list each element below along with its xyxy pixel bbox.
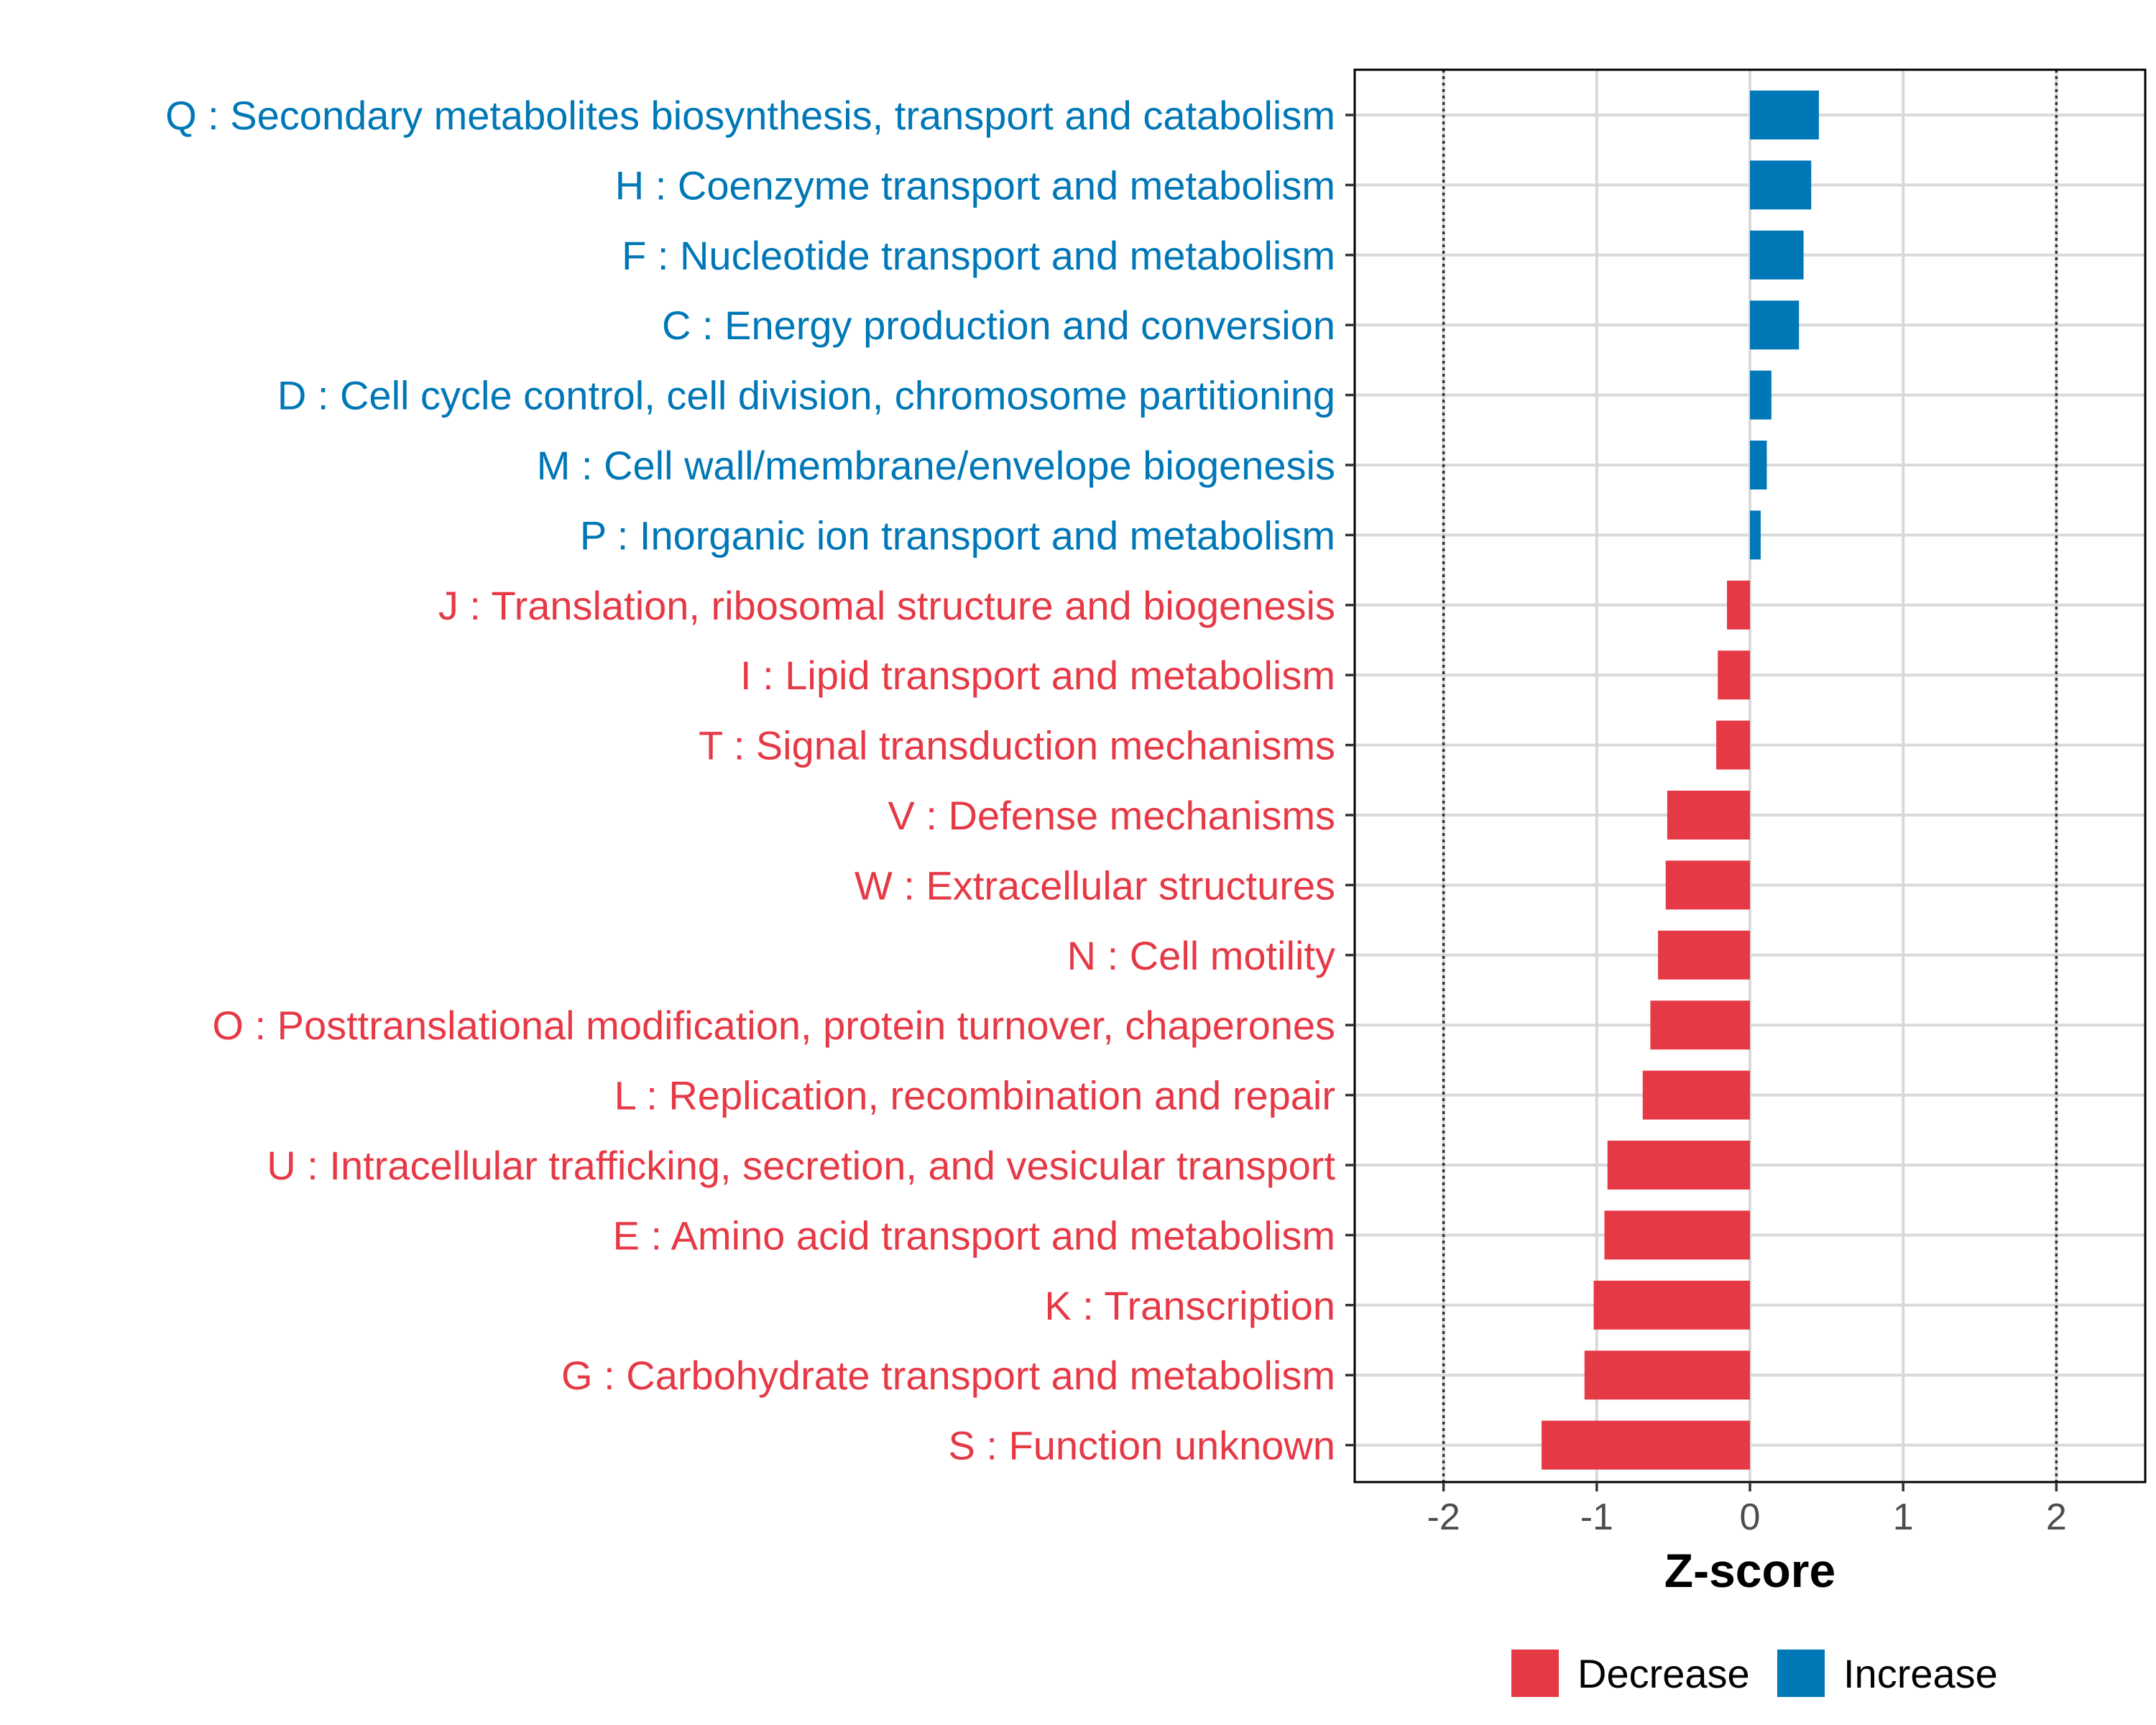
bar [1604, 1210, 1750, 1260]
x-axis: -2 -1 0 1 2 [1427, 1482, 2067, 1538]
bar [1750, 510, 1761, 560]
bar [1727, 580, 1750, 630]
category-label: I : Lipid transport and metabolism [740, 653, 1335, 698]
category-label: W : Extracellular structures [854, 862, 1335, 908]
category-label: L : Replication, recombination and repai… [614, 1073, 1335, 1118]
category-label: H : Coenzyme transport and metabolism [615, 162, 1335, 208]
bar [1650, 1000, 1750, 1050]
category-label: S : Function unknown [948, 1423, 1335, 1468]
category-label: N : Cell motility [1067, 933, 1335, 978]
x-axis-title: Z-score [1664, 1544, 1835, 1597]
category-label: C : Energy production and conversion [662, 303, 1335, 348]
legend-swatch-decrease [1511, 1650, 1559, 1697]
x-tick-label: 2 [2046, 1496, 2067, 1538]
bar [1750, 160, 1812, 210]
bar [1658, 930, 1750, 980]
legend-swatch-increase [1777, 1650, 1825, 1697]
category-label: K : Transcription [1044, 1283, 1335, 1328]
x-tick-label: -1 [1580, 1496, 1613, 1538]
bar [1750, 441, 1767, 489]
category-label: Q : Secondary metabolites biosynthesis, … [165, 93, 1335, 138]
category-label: M : Cell wall/membrane/envelope biogenes… [537, 443, 1335, 488]
bar [1750, 370, 1772, 420]
bar [1718, 650, 1750, 700]
category-label: D : Cell cycle control, cell division, c… [277, 373, 1335, 418]
bar [1542, 1420, 1750, 1470]
bar [1607, 1141, 1750, 1190]
legend-label-increase: Increase [1843, 1651, 1998, 1696]
x-tick-label: -2 [1427, 1496, 1460, 1538]
x-tick-label: 1 [1893, 1496, 1914, 1538]
bar [1593, 1280, 1750, 1330]
category-label: G : Carbohydrate transport and metabolis… [561, 1353, 1335, 1398]
bar [1584, 1351, 1750, 1400]
category-label: O : Posttranslational modification, prot… [212, 1003, 1335, 1048]
bar [1667, 791, 1750, 840]
category-label: V : Defense mechanisms [888, 793, 1335, 838]
category-label: E : Amino acid transport and metabolism [613, 1213, 1335, 1258]
bar [1642, 1070, 1750, 1120]
bar [1750, 230, 1804, 280]
bar [1750, 91, 1819, 139]
category-label: P : Inorganic ion transport and metaboli… [580, 512, 1335, 558]
category-labels: Q : Secondary metabolites biosynthesis, … [165, 93, 1355, 1468]
category-label: U : Intracellular trafficking, secretion… [267, 1143, 1335, 1188]
legend-label-decrease: Decrease [1577, 1651, 1750, 1696]
legend: Decrease Increase [1511, 1650, 1998, 1697]
bar [1750, 300, 1800, 350]
bar [1716, 720, 1750, 770]
category-label: T : Signal transduction mechanisms [699, 723, 1335, 768]
plot-panel [1353, 68, 2147, 1484]
category-label: J : Translation, ribosomal structure and… [438, 583, 1335, 628]
bar [1665, 860, 1750, 910]
category-label: F : Nucleotide transport and metabolism [622, 233, 1335, 278]
x-tick-label: 0 [1740, 1496, 1761, 1538]
